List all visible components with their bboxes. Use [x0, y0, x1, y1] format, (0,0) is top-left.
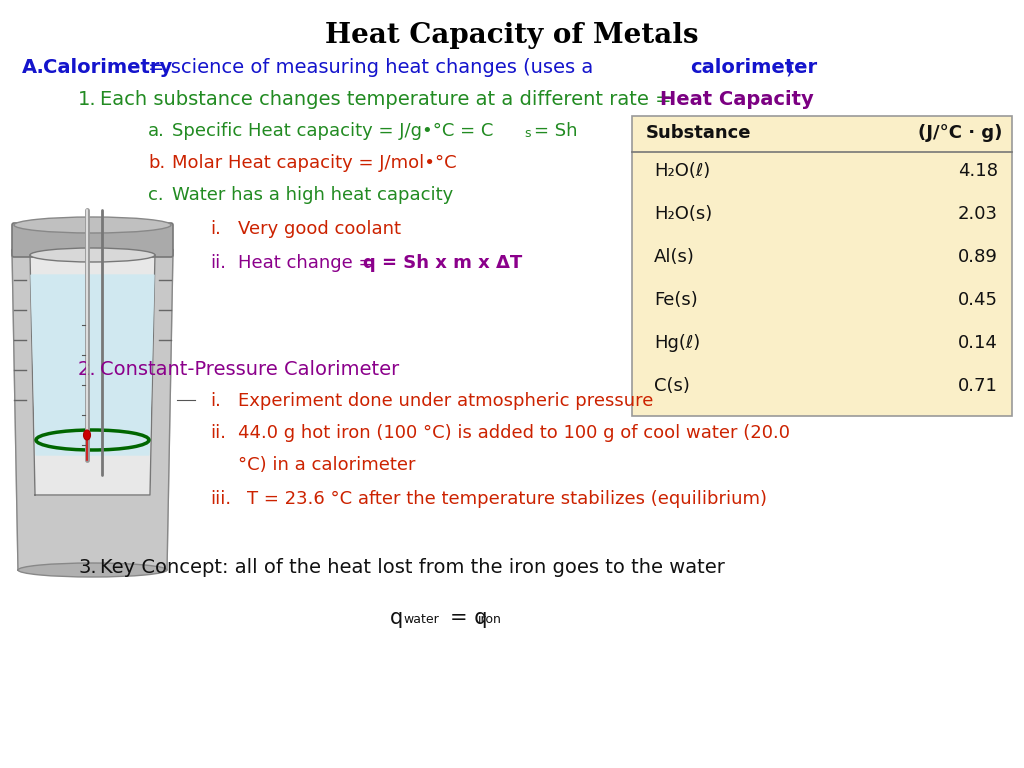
Text: Heat Capacity: Heat Capacity — [660, 90, 814, 109]
Text: 2.03: 2.03 — [958, 205, 998, 223]
Text: H₂O(s): H₂O(s) — [654, 205, 713, 223]
Text: i.: i. — [210, 220, 221, 238]
Text: ii.: ii. — [210, 254, 226, 272]
Text: = q: = q — [450, 608, 487, 628]
Text: q = Sh x m x ΔT: q = Sh x m x ΔT — [362, 254, 522, 272]
Text: Hg(ℓ): Hg(ℓ) — [654, 334, 700, 352]
Text: Al(s): Al(s) — [654, 248, 695, 266]
Text: Calorimetry: Calorimetry — [43, 58, 172, 77]
Text: Specific Heat capacity = J/g•°C = C: Specific Heat capacity = J/g•°C = C — [172, 122, 494, 140]
Polygon shape — [30, 255, 155, 495]
Text: ii.: ii. — [210, 424, 226, 442]
Text: Constant-Pressure Calorimeter: Constant-Pressure Calorimeter — [100, 360, 399, 379]
Text: T = 23.6 °C after the temperature stabilizes (equilibrium): T = 23.6 °C after the temperature stabil… — [247, 490, 767, 508]
Text: b.: b. — [148, 154, 165, 172]
Ellipse shape — [12, 241, 173, 259]
Text: 3.: 3. — [78, 558, 96, 577]
Text: (J/°C · g): (J/°C · g) — [918, 124, 1002, 142]
Polygon shape — [12, 250, 173, 570]
Text: 0.71: 0.71 — [958, 377, 998, 395]
Text: Heat change =: Heat change = — [238, 254, 379, 272]
Text: 0.89: 0.89 — [958, 248, 998, 266]
Text: water: water — [403, 613, 438, 626]
Polygon shape — [31, 275, 154, 455]
Text: H₂O(ℓ): H₂O(ℓ) — [654, 162, 711, 180]
Text: Molar Heat capacity = J/mol•°C: Molar Heat capacity = J/mol•°C — [172, 154, 457, 172]
Text: 0.14: 0.14 — [958, 334, 998, 352]
Text: C(s): C(s) — [654, 377, 690, 395]
Text: iron: iron — [478, 613, 502, 626]
Text: Fe(s): Fe(s) — [654, 291, 697, 309]
Text: 44.0 g hot iron (100 °C) is added to 100 g of cool water (20.0: 44.0 g hot iron (100 °C) is added to 100… — [238, 424, 790, 442]
Text: iii.: iii. — [210, 490, 231, 508]
Text: c.: c. — [148, 186, 164, 204]
Ellipse shape — [14, 217, 171, 233]
FancyBboxPatch shape — [12, 223, 173, 257]
Text: Very good coolant: Very good coolant — [238, 220, 401, 238]
Text: s: s — [524, 127, 530, 140]
Text: calorimeter: calorimeter — [690, 58, 817, 77]
Text: A.: A. — [22, 58, 45, 77]
Text: Experiment done under atmospheric pressure: Experiment done under atmospheric pressu… — [238, 392, 653, 410]
Text: Substance: Substance — [646, 124, 752, 142]
Text: 2.: 2. — [78, 360, 96, 379]
Text: i.: i. — [210, 392, 221, 410]
Text: Heat Capacity of Metals: Heat Capacity of Metals — [326, 22, 698, 49]
Text: = Sh: = Sh — [534, 122, 578, 140]
Text: ): ) — [785, 58, 793, 77]
Text: Each substance changes temperature at a different rate =: Each substance changes temperature at a … — [100, 90, 672, 109]
FancyBboxPatch shape — [632, 116, 1012, 416]
Text: Water has a high heat capacity: Water has a high heat capacity — [172, 186, 454, 204]
Text: 0.45: 0.45 — [958, 291, 998, 309]
Ellipse shape — [30, 248, 155, 262]
Text: a.: a. — [148, 122, 165, 140]
Text: 1.: 1. — [78, 90, 96, 109]
Ellipse shape — [18, 563, 167, 577]
Text: Key Concept: all of the heat lost from the iron goes to the water: Key Concept: all of the heat lost from t… — [100, 558, 725, 577]
Text: 4.18: 4.18 — [958, 162, 998, 180]
Text: q: q — [390, 608, 403, 628]
Text: °C) in a calorimeter: °C) in a calorimeter — [238, 456, 416, 474]
Ellipse shape — [84, 430, 90, 440]
Text: = science of measuring heat changes (uses a: = science of measuring heat changes (use… — [148, 58, 593, 77]
